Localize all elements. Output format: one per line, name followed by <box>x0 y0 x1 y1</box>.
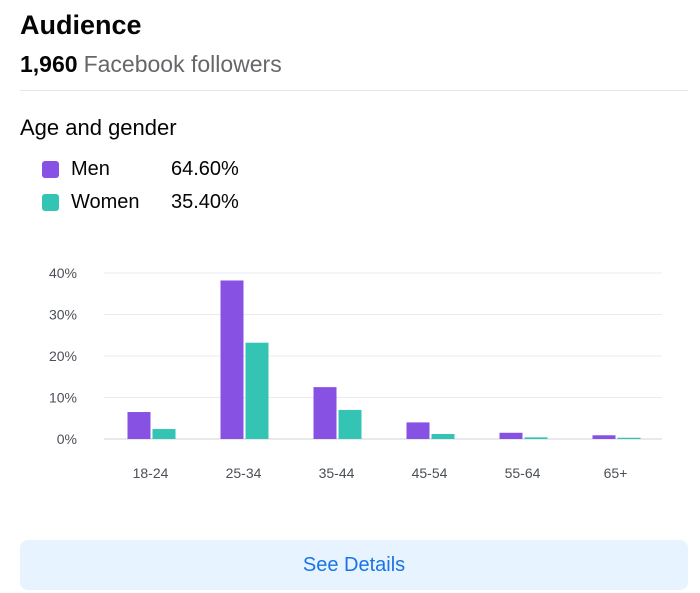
x-tick-label: 55-64 <box>505 465 541 481</box>
legend-item-women: Women 35.40% <box>42 186 239 219</box>
bar-women-18-24[interactable] <box>152 429 176 439</box>
legend-value-women: 35.40% <box>171 191 239 213</box>
x-tick-label: 25-34 <box>226 465 262 481</box>
chart-legend: Men 64.60% Women 35.40% <box>42 153 239 219</box>
legend-swatch-women <box>42 194 59 211</box>
page-title: Audience <box>20 10 142 40</box>
legend-swatch-men <box>42 161 59 178</box>
bar-men-65+[interactable] <box>592 435 616 439</box>
bar-men-45-54[interactable] <box>406 422 430 439</box>
bar-women-55-64[interactable] <box>524 437 548 439</box>
y-tick-label: 20% <box>49 348 77 364</box>
follower-label: Facebook followers <box>83 51 282 77</box>
bar-women-35-44[interactable] <box>338 409 362 439</box>
legend-label-women: Women <box>71 191 140 213</box>
follower-count: 1,960 <box>20 51 78 77</box>
follower-summary: 1,960 Facebook followers <box>20 51 282 78</box>
x-tick-label: 45-54 <box>412 465 448 481</box>
bar-women-25-34[interactable] <box>245 342 269 439</box>
bar-women-45-54[interactable] <box>431 434 455 439</box>
y-tick-label: 0% <box>57 431 77 447</box>
legend-label-men: Men <box>71 158 110 180</box>
bar-men-25-34[interactable] <box>220 280 244 439</box>
y-tick-label: 10% <box>49 390 77 406</box>
legend-item-men: Men 64.60% <box>42 153 239 186</box>
x-tick-label: 18-24 <box>133 465 169 481</box>
bar-women-65+[interactable] <box>617 437 641 439</box>
section-title: Age and gender <box>20 115 177 140</box>
y-tick-label: 30% <box>49 307 77 323</box>
legend-value-men: 64.60% <box>171 158 239 180</box>
bar-men-55-64[interactable] <box>499 432 523 439</box>
age-gender-bar-chart: 0% 10% 20% 30% 40% 18-24 25-34 35-44 45-54 55-64 6… <box>49 265 662 481</box>
y-tick-label: 40% <box>49 265 77 281</box>
see-details-button[interactable]: See Details <box>20 540 688 590</box>
header-divider <box>20 90 688 91</box>
x-tick-label: 65+ <box>604 465 628 481</box>
bar-men-35-44[interactable] <box>313 387 337 439</box>
bar-men-18-24[interactable] <box>127 412 151 439</box>
x-tick-label: 35-44 <box>319 465 355 481</box>
